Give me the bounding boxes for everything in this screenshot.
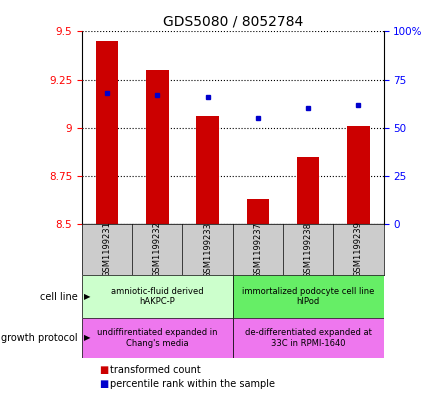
Text: percentile rank within the sample: percentile rank within the sample [110,379,274,389]
Bar [296,157,319,224]
Text: amniotic-fluid derived
hAKPC-P: amniotic-fluid derived hAKPC-P [111,287,203,307]
Text: ■: ■ [99,379,108,389]
Text: GSM1199231: GSM1199231 [102,222,111,277]
Bar [82,318,232,358]
Text: GSM1199238: GSM1199238 [303,222,312,277]
Bar [196,116,218,224]
Text: GSM1199239: GSM1199239 [353,222,362,277]
Bar [82,275,232,318]
Text: ▶: ▶ [84,334,90,342]
Bar [246,199,269,224]
Text: growth protocol: growth protocol [1,333,77,343]
Text: cell line: cell line [40,292,77,302]
Text: ■: ■ [99,365,108,375]
Text: GSM1199232: GSM1199232 [153,222,161,277]
Text: ▶: ▶ [84,292,90,301]
Bar [346,126,369,224]
Text: GSM1199237: GSM1199237 [253,222,262,277]
Text: undiffirentiated expanded in
Chang's media: undiffirentiated expanded in Chang's med… [97,328,217,348]
Title: GDS5080 / 8052784: GDS5080 / 8052784 [162,15,302,29]
Bar [232,275,383,318]
Bar [146,70,168,224]
Text: de-differentiated expanded at
33C in RPMI-1640: de-differentiated expanded at 33C in RPM… [244,328,371,348]
Bar [232,318,383,358]
Text: transformed count: transformed count [110,365,200,375]
Bar [95,41,118,224]
Text: immortalized podocyte cell line
hIPod: immortalized podocyte cell line hIPod [241,287,374,307]
Text: GSM1199233: GSM1199233 [203,222,212,277]
